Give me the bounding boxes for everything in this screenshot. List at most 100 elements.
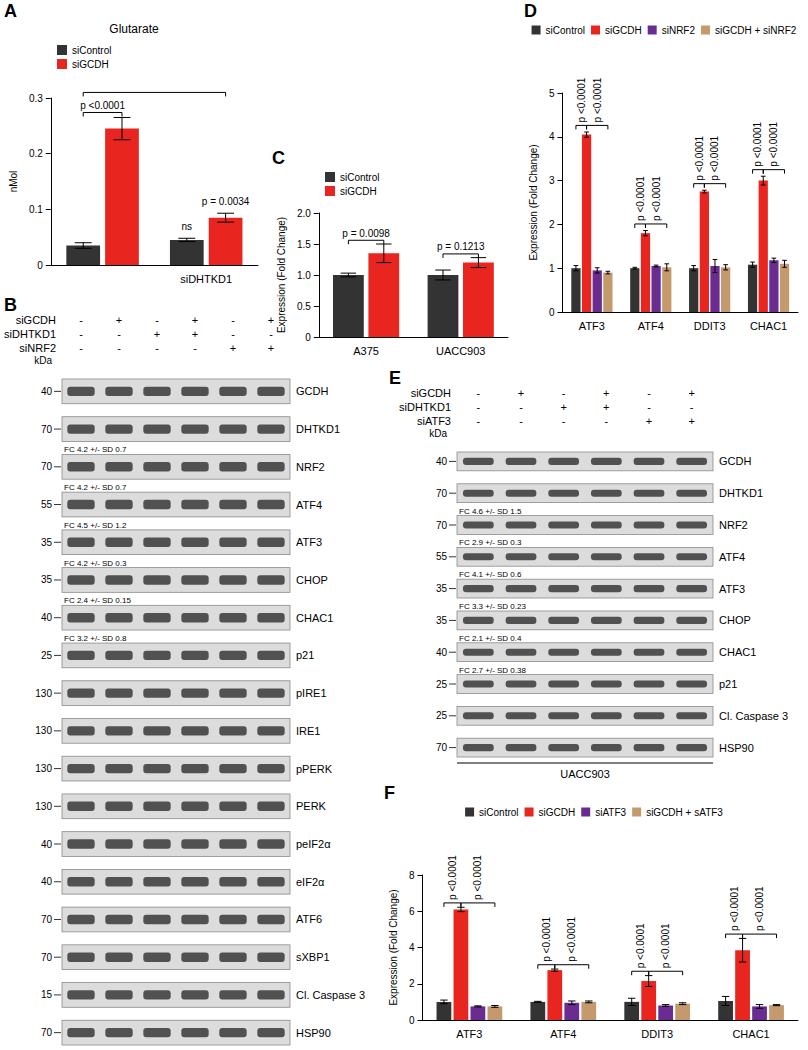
svg-text:siDHTKD1: siDHTKD1	[4, 328, 56, 340]
svg-text:4: 4	[549, 131, 555, 142]
svg-text:sXBP1: sXBP1	[296, 951, 330, 963]
svg-text:-: -	[79, 328, 83, 340]
svg-text:A375: A375	[353, 345, 379, 357]
svg-text:p <0.0001: p <0.0001	[729, 886, 740, 931]
svg-text:-: -	[604, 415, 608, 427]
svg-text:+: +	[603, 401, 609, 413]
svg-text:DHTKD1: DHTKD1	[296, 423, 340, 435]
svg-text:Expression (Fold Change): Expression (Fold Change)	[528, 144, 539, 260]
svg-text:FC 4.2 +/- SD 0.7: FC 4.2 +/- SD 0.7	[64, 445, 127, 454]
svg-text:siDHTKD1: siDHTKD1	[180, 273, 232, 285]
svg-text:PERK: PERK	[296, 800, 327, 812]
svg-text:siATF3: siATF3	[595, 807, 626, 818]
svg-text:35: 35	[436, 615, 448, 626]
svg-text:GCDH: GCDH	[296, 385, 328, 397]
svg-text:0: 0	[409, 1015, 415, 1026]
svg-text:p <0.0001: p <0.0001	[635, 176, 646, 221]
svg-text:NRF2: NRF2	[719, 519, 748, 531]
svg-text:ATF6: ATF6	[296, 913, 322, 925]
svg-text:siGCDH: siGCDH	[72, 59, 109, 70]
svg-text:-: -	[647, 401, 651, 413]
svg-text:siGCDH: siGCDH	[411, 387, 451, 399]
svg-text:4: 4	[409, 942, 415, 953]
svg-text:+: +	[116, 314, 122, 326]
svg-text:+: +	[688, 415, 694, 427]
svg-text:-: -	[117, 342, 121, 354]
svg-text:ATF3: ATF3	[579, 320, 605, 332]
svg-text:130: 130	[35, 801, 52, 812]
svg-text:DHTKD1: DHTKD1	[719, 487, 763, 499]
svg-text:UACC903: UACC903	[560, 768, 610, 780]
svg-text:70: 70	[436, 742, 448, 753]
svg-text:CHOP: CHOP	[296, 574, 328, 586]
svg-text:DDIT3: DDIT3	[694, 320, 726, 332]
svg-text:25: 25	[41, 650, 53, 661]
svg-text:25: 25	[436, 710, 448, 721]
svg-text:Glutarate: Glutarate	[109, 22, 159, 36]
svg-text:2: 2	[409, 978, 415, 989]
svg-text:+: +	[192, 314, 198, 326]
svg-text:p = 0.0098: p = 0.0098	[342, 228, 390, 239]
svg-text:70: 70	[41, 424, 53, 435]
svg-text:FC 2.7 +/- SD 0.38: FC 2.7 +/- SD 0.38	[459, 666, 526, 675]
svg-text:-: -	[562, 387, 566, 399]
svg-text:15: 15	[41, 989, 53, 1000]
svg-text:0: 0	[549, 307, 555, 318]
svg-text:IRE1: IRE1	[296, 725, 320, 737]
svg-text:-: -	[193, 342, 197, 354]
svg-text:p <0.0001: p <0.0001	[651, 176, 662, 221]
svg-text:40: 40	[436, 647, 448, 658]
svg-text:GCDH: GCDH	[719, 455, 751, 467]
svg-text:55: 55	[436, 551, 448, 562]
svg-text:FC 4.6 +/- SD 1.5: FC 4.6 +/- SD 1.5	[459, 507, 522, 516]
svg-text:70: 70	[436, 520, 448, 531]
svg-text:40: 40	[41, 612, 53, 623]
svg-text:p <0.0001: p <0.0001	[752, 121, 763, 166]
svg-text:3: 3	[549, 175, 555, 186]
svg-text:1.5: 1.5	[297, 239, 311, 250]
svg-text:p <0.0001: p <0.0001	[576, 77, 587, 122]
svg-text:-: -	[231, 314, 235, 326]
svg-text:ATF3: ATF3	[719, 583, 745, 595]
svg-text:CHAC1: CHAC1	[750, 320, 787, 332]
svg-text:siATF3: siATF3	[417, 415, 451, 427]
svg-text:kDa: kDa	[429, 428, 447, 439]
svg-text:siNRF2: siNRF2	[662, 25, 696, 36]
svg-text:55: 55	[41, 499, 53, 510]
svg-text:siGCDH + sATF3: siGCDH + sATF3	[646, 807, 723, 818]
svg-text:p <0.0001: p <0.0001	[635, 923, 646, 968]
svg-text:-: -	[647, 387, 651, 399]
svg-text:CHAC1: CHAC1	[296, 612, 333, 624]
svg-text:+: +	[230, 342, 236, 354]
svg-text:ATF4: ATF4	[550, 1028, 576, 1040]
svg-text:p = 0.1213: p = 0.1213	[437, 241, 485, 252]
svg-text:-: -	[562, 415, 566, 427]
svg-text:2: 2	[549, 219, 555, 230]
svg-text:FC 3.2 +/- SD 0.8: FC 3.2 +/- SD 0.8	[64, 634, 127, 643]
svg-text:-: -	[231, 328, 235, 340]
svg-text:130: 130	[35, 688, 52, 699]
svg-text:-: -	[476, 387, 480, 399]
svg-text:p <0.0001: p <0.0001	[754, 886, 765, 931]
svg-text:35: 35	[436, 583, 448, 594]
svg-text:p <0.0001: p <0.0001	[566, 917, 577, 962]
svg-text:130: 130	[35, 725, 52, 736]
svg-text:70: 70	[41, 952, 53, 963]
svg-text:FC 4.5 +/- SD 1.2: FC 4.5 +/- SD 1.2	[64, 521, 127, 530]
svg-text:pPERK: pPERK	[296, 763, 333, 775]
svg-text:ATF3: ATF3	[456, 1028, 482, 1040]
svg-text:6: 6	[409, 906, 415, 917]
svg-text:5: 5	[549, 88, 555, 99]
svg-text:0.3: 0.3	[29, 93, 43, 104]
svg-text:ATF4: ATF4	[296, 499, 322, 511]
svg-text:+: +	[518, 387, 524, 399]
svg-text:+: +	[646, 415, 652, 427]
svg-text:+: +	[268, 342, 274, 354]
svg-text:40: 40	[41, 876, 53, 887]
svg-text:p21: p21	[719, 678, 737, 690]
svg-text:Cl. Caspase 3: Cl. Caspase 3	[296, 989, 365, 1001]
svg-text:siControl: siControl	[479, 807, 518, 818]
svg-text:FC 3.3 +/- SD 0.23: FC 3.3 +/- SD 0.23	[459, 602, 526, 611]
svg-text:40: 40	[436, 456, 448, 467]
svg-text:-: -	[79, 314, 83, 326]
